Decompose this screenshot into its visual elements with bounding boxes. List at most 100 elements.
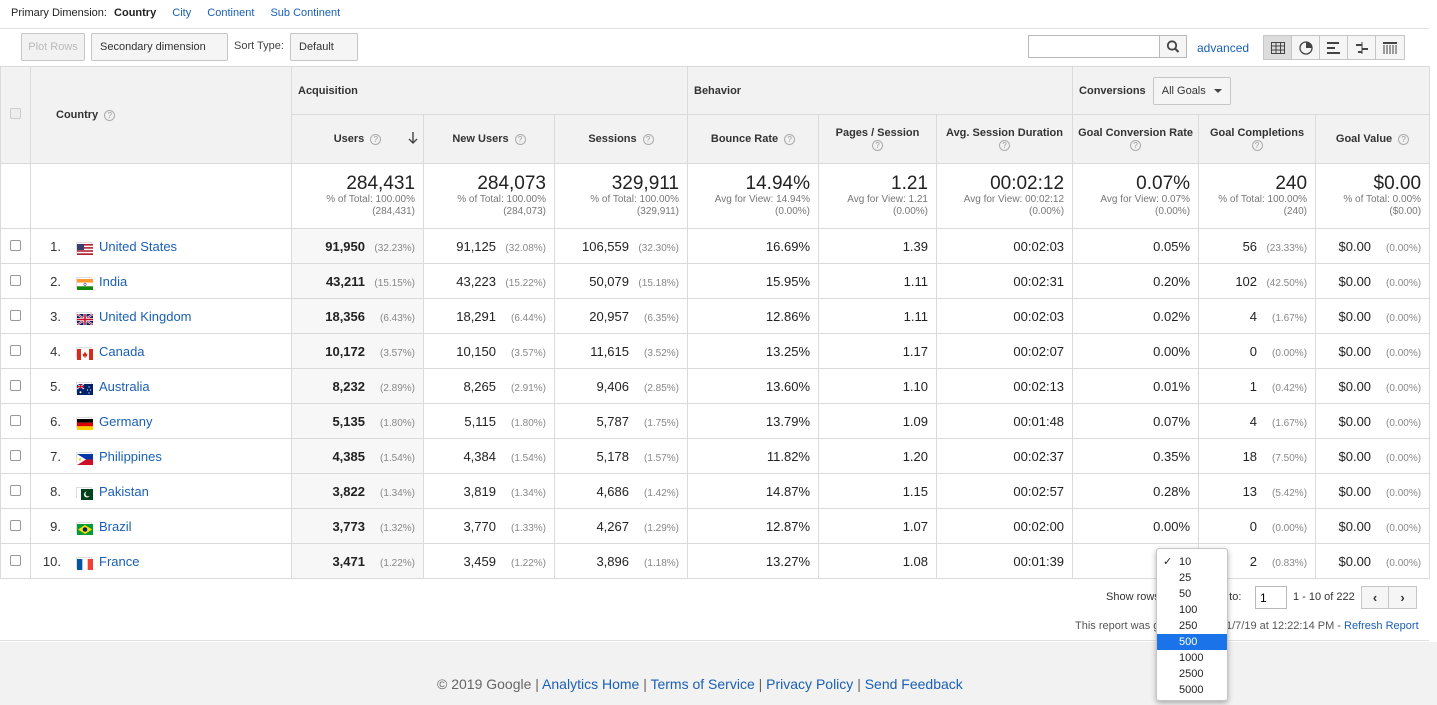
copyright-text: © 2019 Google bbox=[437, 676, 532, 692]
help-icon[interactable]: ? bbox=[1130, 139, 1142, 151]
previous-page-button[interactable]: ‹ bbox=[1362, 587, 1389, 608]
totals-blank bbox=[0, 163, 31, 229]
help-icon[interactable]: ? bbox=[104, 109, 116, 121]
dimension-subcontinent-link[interactable]: Sub Continent bbox=[270, 7, 341, 19]
country-link[interactable]: Germany bbox=[99, 413, 153, 429]
sessions-cell: 11,615 (3.52%) bbox=[554, 333, 688, 369]
country-link[interactable]: United Kingdom bbox=[99, 308, 192, 324]
comparison-icon bbox=[1355, 41, 1368, 54]
sort-type-dropdown[interactable]: Default bbox=[290, 33, 358, 76]
privacy-policy-link[interactable]: Privacy Policy bbox=[766, 676, 854, 692]
search-button[interactable] bbox=[1159, 35, 1187, 58]
help-icon[interactable]: ? bbox=[1251, 139, 1263, 151]
country-link[interactable]: Brazil bbox=[99, 518, 132, 534]
row-checkbox[interactable] bbox=[10, 484, 21, 496]
row-checkbox[interactable] bbox=[10, 239, 21, 251]
show-rows-option[interactable]: 250 bbox=[1157, 618, 1227, 634]
column-header-pages-session[interactable]: Pages / Session? bbox=[818, 114, 937, 164]
help-icon[interactable]: ? bbox=[370, 133, 382, 145]
users-cell: 3,773 (1.32%) bbox=[291, 508, 424, 544]
goal-select-dropdown[interactable]: All Goals bbox=[1152, 76, 1231, 105]
country-link[interactable]: Canada bbox=[99, 343, 145, 359]
row-checkbox[interactable] bbox=[10, 309, 21, 321]
terms-of-service-link[interactable]: Terms of Service bbox=[650, 676, 755, 692]
show-rows-option[interactable]: 100 bbox=[1157, 602, 1227, 618]
help-icon[interactable]: ? bbox=[1398, 133, 1410, 145]
help-icon[interactable]: ? bbox=[784, 133, 796, 145]
bounce-rate-cell: 13.25% bbox=[687, 333, 819, 369]
country-link[interactable]: France bbox=[99, 553, 140, 569]
row-checkbox[interactable] bbox=[10, 274, 21, 286]
sessions-percent: (1.29%) bbox=[643, 522, 679, 534]
country-link[interactable]: Pakistan bbox=[99, 483, 149, 499]
country-link[interactable]: United States bbox=[99, 238, 178, 254]
option-label: 1000 bbox=[1179, 652, 1204, 664]
country-link[interactable]: Philippines bbox=[99, 448, 162, 464]
analytics-home-link[interactable]: Analytics Home bbox=[542, 676, 640, 692]
sort-type-value: Default bbox=[299, 41, 334, 53]
country-link[interactable]: India bbox=[99, 273, 128, 289]
column-header-sessions[interactable]: Sessions? bbox=[554, 114, 688, 164]
search-input[interactable] bbox=[1028, 35, 1160, 58]
column-header-users[interactable]: Users? bbox=[291, 114, 424, 164]
next-page-button[interactable]: › bbox=[1389, 587, 1416, 608]
sort-descending-icon[interactable] bbox=[407, 131, 419, 145]
show-rows-option[interactable]: 2500 bbox=[1157, 666, 1227, 682]
secondary-dimension-dropdown[interactable]: Secondary dimension bbox=[91, 33, 228, 76]
country-cell: 9. Brazil bbox=[30, 508, 292, 544]
dimension-continent-link[interactable]: Continent bbox=[207, 7, 255, 19]
show-rows-option[interactable]: 1000 bbox=[1157, 650, 1227, 666]
completions-percent: (42.50%) bbox=[1266, 277, 1308, 289]
dimension-city-link[interactable]: City bbox=[172, 7, 192, 19]
row-checkbox[interactable] bbox=[10, 344, 21, 356]
dimension-country[interactable]: Country bbox=[114, 7, 157, 19]
totals-cell: 1.21 Avg for View: 1.21 (0.00%) bbox=[818, 163, 937, 229]
show-rows-option[interactable]: ✓ 10 bbox=[1157, 554, 1227, 570]
goal-value: $0.00 bbox=[1338, 448, 1372, 464]
total-value: 1.21 bbox=[891, 173, 928, 194]
column-header-avg-session-duration[interactable]: Avg. Session Duration? bbox=[935, 114, 1074, 164]
column-header-goal-completions[interactable]: Goal Completions? bbox=[1198, 114, 1317, 164]
new-users-percent: (1.22%) bbox=[510, 557, 546, 569]
goal-value: $0.00 bbox=[1338, 378, 1372, 394]
option-label: 100 bbox=[1179, 604, 1198, 616]
comparison-view-button[interactable] bbox=[1348, 36, 1376, 59]
data-table-view-button[interactable] bbox=[1264, 36, 1292, 59]
country-link[interactable]: Australia bbox=[99, 378, 150, 394]
row-checkbox[interactable] bbox=[10, 414, 21, 426]
send-feedback-link[interactable]: Send Feedback bbox=[864, 676, 963, 692]
totals-cell: 240% of Total: 100.00% (240) bbox=[1198, 163, 1317, 229]
help-icon[interactable]: ? bbox=[642, 133, 654, 145]
sessions-value: 11,615 bbox=[590, 343, 629, 359]
performance-view-button[interactable] bbox=[1320, 36, 1348, 59]
plot-rows-button[interactable]: Plot Rows bbox=[21, 33, 85, 61]
select-all-checkbox[interactable] bbox=[10, 108, 21, 119]
country-cell: 1. United States bbox=[30, 228, 292, 264]
show-rows-option[interactable]: 500 bbox=[1157, 634, 1227, 650]
country-cell: 10. France bbox=[30, 543, 292, 579]
country-header[interactable]: Country? bbox=[30, 66, 292, 164]
show-rows-option[interactable]: 25 bbox=[1157, 570, 1227, 586]
show-rows-option[interactable]: 50 bbox=[1157, 586, 1227, 602]
row-checkbox[interactable] bbox=[10, 554, 21, 566]
column-header-bounce-rate[interactable]: Bounce Rate? bbox=[687, 114, 819, 164]
row-checkbox[interactable] bbox=[10, 449, 21, 461]
column-header-goal-value[interactable]: Goal Value? bbox=[1315, 114, 1431, 164]
refresh-report-link[interactable]: Refresh Report bbox=[1344, 620, 1419, 632]
row-checkbox[interactable] bbox=[10, 379, 21, 391]
primary-dimension-label: Primary Dimension: bbox=[11, 7, 107, 19]
column-header-new-users[interactable]: New Users? bbox=[423, 114, 555, 164]
goal-value-percent: (0.00%) bbox=[1386, 522, 1422, 534]
column-header-goal-conversion-rate[interactable]: Goal Conversion Rate? bbox=[1072, 114, 1200, 164]
pivot-view-button[interactable] bbox=[1376, 36, 1404, 59]
help-icon[interactable]: ? bbox=[999, 139, 1011, 151]
help-icon[interactable]: ? bbox=[872, 139, 883, 151]
goto-input[interactable] bbox=[1255, 586, 1287, 609]
percentage-view-button[interactable] bbox=[1292, 36, 1320, 59]
row-checkbox[interactable] bbox=[10, 519, 21, 531]
advanced-search-link[interactable]: advanced bbox=[1197, 41, 1250, 55]
help-icon[interactable]: ? bbox=[514, 133, 526, 145]
sessions-value: 20,957 bbox=[589, 308, 629, 324]
goal-value: $0.00 bbox=[1338, 273, 1372, 289]
show-rows-option[interactable]: 5000 bbox=[1157, 682, 1227, 698]
